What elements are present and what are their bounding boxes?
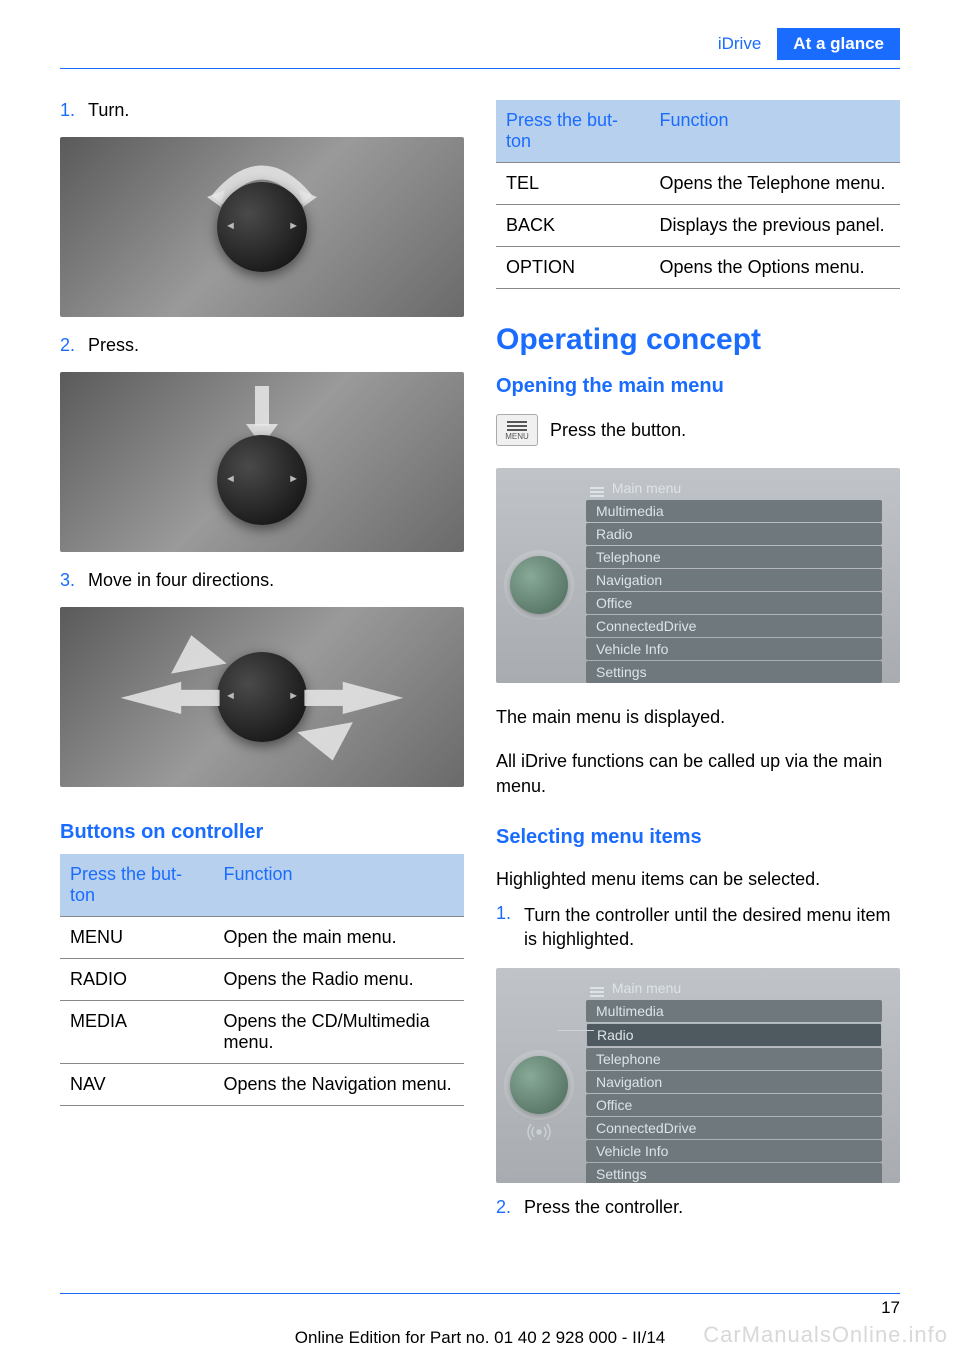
table-cell-button: MENU <box>60 917 214 959</box>
screen-menu-item: Telephone <box>586 1048 882 1070</box>
controller-dial-icon <box>217 182 307 272</box>
menu-title-icon <box>590 484 604 494</box>
turn-image <box>60 137 464 317</box>
buttons-table-right: Press the but‐ ton Function TELOpens the… <box>496 100 900 289</box>
table-cell-function: Opens the Radio menu. <box>214 959 464 1001</box>
press-image <box>60 372 464 552</box>
opening-main-menu-heading: Opening the main menu <box>496 375 900 398</box>
screen-menu-item: Navigation <box>586 1071 882 1093</box>
table-row: MENUOpen the main menu. <box>60 917 464 959</box>
table-row: RADIOOpens the Radio menu. <box>60 959 464 1001</box>
four-arrows-icon <box>60 607 464 787</box>
screen-menu-item: Office <box>586 1094 882 1116</box>
press-button-text: Press the button. <box>550 420 686 441</box>
screen-circle-icon <box>510 1056 568 1114</box>
table-header-cell: Press the but‐ ton <box>60 854 214 917</box>
screen-menu-item: Multimedia <box>586 500 882 522</box>
four-directions-image <box>60 607 464 787</box>
screen-menu-item: Office <box>586 592 882 614</box>
list-item: 2. Press. <box>60 335 464 356</box>
list-text: Turn. <box>88 100 464 121</box>
table-cell-button: BACK <box>496 205 650 247</box>
screen-menu-item: Navigation <box>586 569 882 591</box>
table-row: NAVOpens the Navigation menu. <box>60 1064 464 1106</box>
header-chapter: At a glance <box>777 28 900 60</box>
list-item: 3. Move in four directions. <box>60 570 464 591</box>
left-column: 1. Turn. 2. Press. <box>60 100 464 1226</box>
connector-line <box>558 1030 594 1031</box>
watermark: CarManualsOnline.info <box>703 1322 948 1348</box>
table-cell-function: Opens the Navigation menu. <box>214 1064 464 1106</box>
table-cell-function: Open the main menu. <box>214 917 464 959</box>
table-cell-button: TEL <box>496 163 650 205</box>
screen-menu-item: ConnectedDrive <box>586 1117 882 1139</box>
list-text: Turn the controller until the desired me… <box>524 903 900 952</box>
list-number: 1. <box>60 100 88 121</box>
table-cell-button: NAV <box>60 1064 214 1106</box>
table-cell-function: Displays the previous panel. <box>650 205 900 247</box>
table-header-cell: Function <box>214 854 464 917</box>
table-cell-function: Opens the Options menu. <box>650 247 900 289</box>
menu-button-icon: MENU <box>496 414 538 446</box>
table-row: BACKDisplays the previous panel. <box>496 205 900 247</box>
controller-dial-icon <box>217 435 307 525</box>
screen-menu-item: Telephone <box>586 546 882 568</box>
list-item: 1. Turn. <box>60 100 464 121</box>
table-header-cell: Function <box>650 100 900 163</box>
screen-menu-item: Settings <box>586 661 882 683</box>
table-header-row: Press the but‐ ton Function <box>496 100 900 163</box>
buttons-table-left: Press the but‐ ton Function MENUOpen the… <box>60 854 464 1106</box>
table-row: OPTIONOpens the Options menu. <box>496 247 900 289</box>
list-text: Press the controller. <box>524 1197 900 1218</box>
table-header-cell: Press the but‐ ton <box>496 100 650 163</box>
screen-menu-item: Vehicle Info <box>586 638 882 660</box>
header-rule <box>60 68 900 69</box>
main-menu-screenshot-1: Main menu MultimediaRadioTelephoneNaviga… <box>496 468 900 683</box>
screen-title: Main menu <box>586 980 882 996</box>
list-number: 1. <box>496 903 524 952</box>
table-cell-button: OPTION <box>496 247 650 289</box>
paragraph: The main menu is displayed. <box>496 705 900 729</box>
table-cell-button: MEDIA <box>60 1001 214 1064</box>
page-header: iDrive At a glance <box>718 28 900 60</box>
list-text: Move in four directions. <box>88 570 464 591</box>
operating-concept-heading: Operating concept <box>496 323 900 357</box>
selecting-menu-items-heading: Selecting menu items <box>496 826 900 849</box>
content-columns: 1. Turn. 2. Press. <box>60 100 900 1226</box>
table-row: MEDIAOpens the CD/Multimedia menu. <box>60 1001 464 1064</box>
screen-title: Main menu <box>586 480 882 496</box>
footer-rule <box>60 1293 900 1294</box>
buttons-on-controller-heading: Buttons on controller <box>60 821 464 844</box>
list-item: 2. Press the controller. <box>496 1197 900 1218</box>
table-cell-function: Opens the Telephone menu. <box>650 163 900 205</box>
paragraph: Highlighted menu items can be selected. <box>496 867 900 891</box>
menu-button-label: MENU <box>505 432 529 441</box>
paragraph: All iDrive functions can be called up vi… <box>496 749 900 798</box>
screen-menu-item: Vehicle Info <box>586 1140 882 1162</box>
main-menu-screenshot-2: Main menu MultimediaRadioTelephoneNaviga… <box>496 968 900 1183</box>
menu-button-row: MENU Press the button. <box>496 414 900 446</box>
list-number: 2. <box>60 335 88 356</box>
screen-menu-item: Settings <box>586 1163 882 1183</box>
list-text: Press. <box>88 335 464 356</box>
table-cell-function: Opens the CD/Multimedia menu. <box>214 1001 464 1064</box>
screen-menu-item: ConnectedDrive <box>586 615 882 637</box>
screen-menu-item: Radio <box>586 523 882 545</box>
right-column: Press the but‐ ton Function TELOpens the… <box>496 100 900 1226</box>
menu-title-icon <box>590 984 604 994</box>
screen-circle-icon <box>510 556 568 614</box>
header-section: iDrive <box>718 34 761 54</box>
screen-menu-item: Radio <box>586 1023 882 1047</box>
screen-menu-item: Multimedia <box>586 1000 882 1022</box>
screen-title-text: Main menu <box>612 980 681 996</box>
list-number: 2. <box>496 1197 524 1218</box>
screen-title-text: Main menu <box>612 480 681 496</box>
table-header-row: Press the but‐ ton Function <box>60 854 464 917</box>
list-number: 3. <box>60 570 88 591</box>
table-cell-button: RADIO <box>60 959 214 1001</box>
radio-waves-icon <box>524 1120 554 1149</box>
page-number: 17 <box>881 1298 900 1318</box>
table-row: TELOpens the Telephone menu. <box>496 163 900 205</box>
list-item: 1. Turn the controller until the desired… <box>496 903 900 952</box>
